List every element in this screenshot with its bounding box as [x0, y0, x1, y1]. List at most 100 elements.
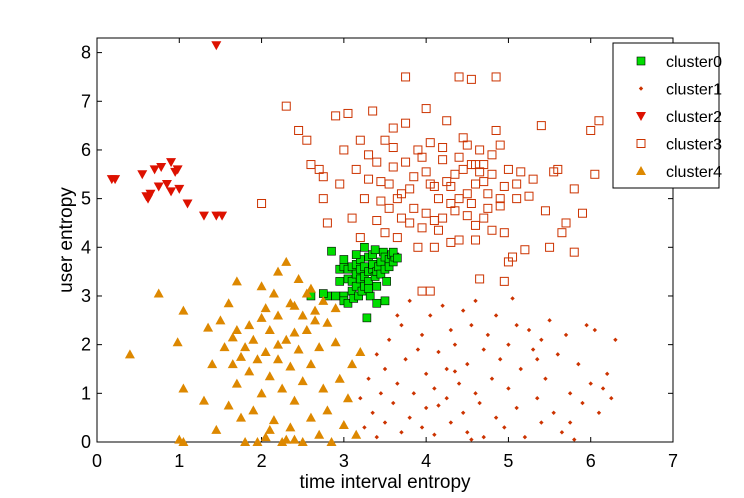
cluster4-point: [231, 276, 242, 286]
cluster4-point: [301, 288, 312, 298]
cluster1-point: [588, 381, 593, 386]
cluster1-point: [567, 420, 573, 425]
cluster3-point: [458, 164, 468, 174]
cluster0-point: [327, 246, 336, 256]
cluster1-point: [584, 322, 589, 328]
cluster4-point: [240, 437, 251, 446]
cluster3-point: [569, 247, 579, 257]
cluster4-point: [297, 437, 308, 446]
cluster1-point: [465, 361, 470, 367]
legend-marker-cluster4: [636, 166, 646, 175]
cluster3-point: [405, 184, 415, 194]
cluster0-point: [335, 277, 345, 286]
cluster3-point: [331, 111, 341, 121]
cluster4-point: [289, 434, 300, 444]
cluster3-point: [413, 145, 423, 155]
cluster3-point: [495, 201, 505, 211]
cluster1-point: [386, 337, 392, 342]
cluster1-point: [477, 400, 482, 406]
cluster3-point: [384, 203, 394, 213]
y-tick-label: 5: [81, 189, 91, 209]
cluster3-point: [549, 167, 559, 177]
x-tick-label: 6: [586, 451, 596, 471]
cluster3-point: [446, 181, 456, 191]
cluster1-point: [555, 352, 560, 357]
cluster3-point: [487, 169, 497, 179]
cluster3-point: [347, 213, 357, 223]
cluster4-point: [289, 395, 300, 405]
cluster4-point: [281, 334, 292, 344]
cluster4-point: [223, 400, 234, 410]
cluster4-point: [260, 432, 271, 442]
cluster3-point: [586, 125, 596, 135]
cluster4-point: [203, 322, 214, 332]
cluster0-point: [360, 243, 369, 252]
cluster4-point: [351, 429, 362, 439]
cluster3-point: [471, 235, 481, 245]
cluster1-point: [411, 391, 416, 396]
x-tick-label: 7: [668, 451, 678, 471]
cluster1-point: [444, 366, 449, 372]
cluster4-point: [264, 371, 275, 381]
cluster4-point: [310, 305, 321, 315]
cluster4-point: [330, 303, 341, 313]
cluster3-point: [512, 179, 522, 189]
cluster4-point: [215, 315, 226, 325]
cluster1-point: [374, 352, 379, 357]
cluster3-point: [401, 118, 411, 128]
cluster0-point: [380, 296, 390, 306]
cluster1-point: [493, 415, 499, 420]
cluster4-point: [227, 359, 238, 369]
legend-marker-cluster0: [636, 56, 646, 66]
cluster3-point: [384, 179, 394, 189]
cluster1-point: [543, 376, 548, 381]
cluster4-point: [178, 437, 189, 446]
cluster3-point: [257, 198, 267, 208]
cluster3-point: [364, 174, 374, 184]
cluster1-point: [358, 395, 363, 401]
cluster3-point: [442, 116, 452, 126]
cluster3-point: [466, 198, 476, 208]
cluster4-point: [297, 310, 308, 320]
y-axis-label: user entropy: [56, 187, 77, 293]
cluster3-point: [503, 257, 513, 267]
cluster3-point: [421, 208, 431, 218]
cluster1-point: [489, 376, 495, 381]
cluster4-point: [273, 339, 284, 349]
cluster4-point: [355, 346, 366, 356]
cluster4-point: [289, 327, 300, 337]
series-cluster0: [306, 243, 402, 323]
cluster2-point: [198, 211, 209, 221]
y-tick-label: 2: [81, 335, 91, 355]
cluster1-point: [436, 403, 441, 408]
cluster3-point: [495, 194, 505, 204]
cluster4-point: [289, 300, 300, 310]
cluster3-point: [421, 104, 431, 114]
cluster1-point: [440, 303, 445, 308]
cluster3-point: [322, 218, 332, 228]
cluster3-point: [516, 167, 526, 177]
cluster1-point: [502, 425, 507, 430]
y-tick-label: 3: [81, 286, 91, 306]
cluster1-point: [551, 410, 556, 415]
cluster1-point: [547, 318, 552, 323]
cluster3-point: [454, 152, 464, 162]
cluster4-point: [264, 424, 275, 434]
cluster4-point: [293, 273, 304, 283]
x-tick-label: 0: [92, 451, 102, 471]
cluster4-point: [326, 437, 337, 446]
cluster1-point: [415, 347, 421, 352]
cluster4-point: [310, 315, 321, 325]
cluster3-point: [388, 162, 398, 172]
cluster1-point: [444, 395, 449, 401]
cluster1-point: [498, 357, 503, 362]
cluster4-point: [281, 256, 292, 266]
cluster2-point: [166, 187, 177, 197]
cluster4-point: [256, 312, 267, 322]
cluster3-point: [454, 72, 464, 82]
cluster1-point: [452, 369, 458, 374]
cluster4-point: [178, 383, 189, 393]
cluster1-point: [407, 415, 412, 420]
cluster3-point: [577, 208, 587, 218]
cluster3-point: [339, 145, 349, 155]
